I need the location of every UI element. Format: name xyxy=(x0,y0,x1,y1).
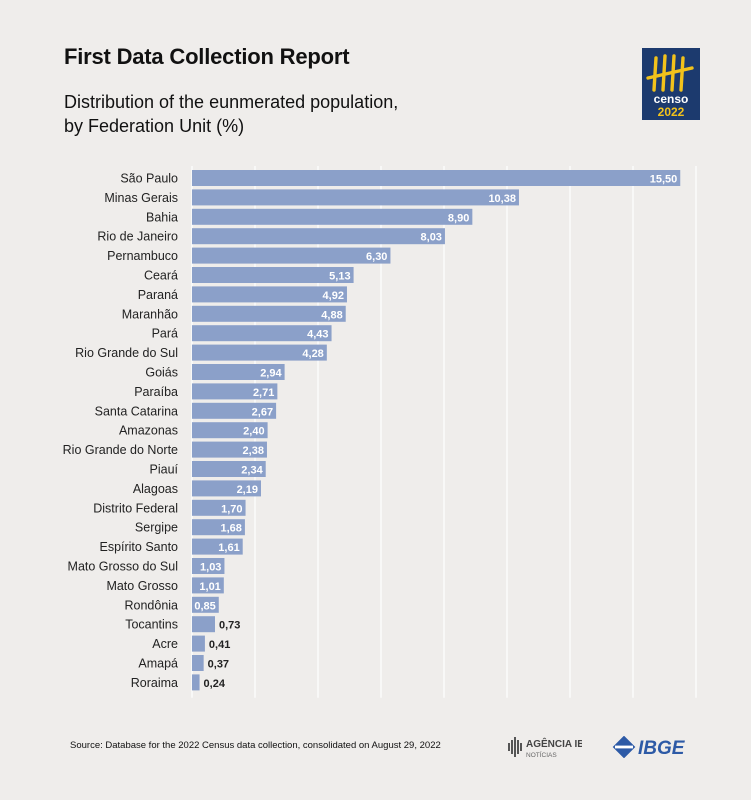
value-label: 0,37 xyxy=(208,659,229,671)
bar xyxy=(192,461,266,477)
category-label: Tocantins xyxy=(125,618,178,632)
bar xyxy=(192,286,347,303)
value-label: 2,94 xyxy=(260,368,282,380)
category-label: Roraima xyxy=(131,676,178,690)
bar xyxy=(192,228,445,245)
bar xyxy=(192,519,245,536)
ibge-logo: IBGE xyxy=(612,736,686,758)
value-label: 1,68 xyxy=(220,523,241,535)
bar xyxy=(192,208,473,225)
bar xyxy=(192,247,391,264)
value-label: 5,13 xyxy=(329,271,350,283)
value-label: 0,24 xyxy=(204,678,226,690)
category-label: Santa Catarina xyxy=(95,404,178,418)
ibge-logo-text: IBGE xyxy=(638,738,686,758)
category-label: Rio Grande do Norte xyxy=(63,443,178,457)
category-label: Espírito Santo xyxy=(99,540,178,554)
bar xyxy=(192,616,215,633)
category-label: Paraíba xyxy=(134,385,178,399)
chart-bars xyxy=(192,170,681,691)
value-label: 2,71 xyxy=(253,387,274,399)
category-label: Mato Grosso do Sul xyxy=(68,560,178,574)
agencia-ibge-logo: AGÊNCIA IBGE NOTÍCIAS xyxy=(508,737,582,759)
bar xyxy=(192,189,519,206)
censo-logo-word: censo xyxy=(654,92,689,106)
value-label: 2,67 xyxy=(252,406,273,418)
category-label: Rio de Janeiro xyxy=(97,230,178,244)
bar xyxy=(192,655,204,671)
category-label: Rio Grande do Sul xyxy=(75,346,178,360)
bar-chart: São Paulo Minas Gerais Bahia Rio de Janeiro… xyxy=(63,166,697,698)
value-label: 4,43 xyxy=(307,329,328,341)
category-label: São Paulo xyxy=(120,172,178,186)
censo-2022-logo: censo 2022 xyxy=(642,48,700,120)
value-label: 8,90 xyxy=(448,212,469,224)
bar xyxy=(192,344,327,361)
category-label: Paraná xyxy=(138,288,178,302)
bar xyxy=(192,325,332,342)
bar xyxy=(192,402,277,419)
category-label: Pará xyxy=(152,327,178,341)
subtitle-line-2: by Federation Unit (%) xyxy=(64,116,245,136)
bar xyxy=(192,441,267,458)
value-label: 0,85 xyxy=(194,600,215,612)
bar xyxy=(192,480,261,497)
value-label: 0,73 xyxy=(219,620,240,632)
value-label: 1,61 xyxy=(218,542,239,554)
chart-value-labels: 15,50 10,38 8,90 8,03 6,30 5,13 4,92 4,88 4,43 4,… xyxy=(194,174,677,690)
value-label: 2,34 xyxy=(241,465,263,477)
value-label: 1,01 xyxy=(199,581,220,593)
value-label: 15,50 xyxy=(650,174,678,186)
value-label: 0,41 xyxy=(209,639,230,651)
bar xyxy=(192,422,268,439)
value-label: 2,38 xyxy=(243,445,264,457)
chart-category-labels: São Paulo Minas Gerais Bahia Rio de Janeiro… xyxy=(63,172,179,690)
agencia-logo-name: AGÊNCIA IBGE xyxy=(526,737,582,750)
agencia-logo-sub: NOTÍCIAS xyxy=(526,750,557,759)
value-label: 4,92 xyxy=(323,290,344,302)
chart-title: First Data Collection Report xyxy=(64,44,350,69)
source-note: Source: Database for the 2022 Census dat… xyxy=(70,740,441,751)
bar xyxy=(192,674,200,691)
value-label: 2,40 xyxy=(243,426,264,438)
category-label: Alagoas xyxy=(133,482,178,496)
category-label: Mato Grosso xyxy=(106,579,178,593)
category-label: Ceará xyxy=(144,269,178,283)
bar xyxy=(192,577,224,594)
value-label: 6,30 xyxy=(366,251,387,263)
category-label: Pernambuco xyxy=(107,249,178,263)
chart-grid xyxy=(191,166,697,698)
category-label: Rondônia xyxy=(124,598,178,612)
category-label: Sergipe xyxy=(135,521,178,535)
value-label: 10,38 xyxy=(488,193,516,205)
value-label: 4,28 xyxy=(302,348,323,360)
chart-subtitle: Distribution of the eunmerated populatio… xyxy=(64,90,484,138)
category-label: Acre xyxy=(152,637,178,651)
category-label: Distrito Federal xyxy=(93,501,178,515)
value-label: 1,70 xyxy=(221,503,242,515)
category-label: Amazonas xyxy=(119,424,178,438)
bar xyxy=(192,305,346,322)
value-label: 2,19 xyxy=(237,484,258,496)
category-label: Maranhão xyxy=(122,307,178,321)
bar xyxy=(192,364,285,380)
category-label: Piauí xyxy=(150,463,179,477)
bar xyxy=(192,267,354,283)
value-label: 4,88 xyxy=(321,309,342,321)
bar xyxy=(192,499,246,516)
category-label: Minas Gerais xyxy=(104,191,178,205)
category-label: Amapá xyxy=(138,657,178,671)
bar xyxy=(192,538,243,555)
bar xyxy=(192,635,205,652)
value-label: 1,03 xyxy=(200,562,221,574)
bar xyxy=(192,596,219,613)
censo-logo-year: 2022 xyxy=(658,105,685,119)
bar xyxy=(192,383,278,400)
value-label: 8,03 xyxy=(421,232,442,244)
category-label: Bahia xyxy=(146,210,178,224)
subtitle-line-1: Distribution of the eunmerated populatio… xyxy=(64,92,399,112)
bar xyxy=(192,170,681,186)
bar xyxy=(192,558,225,574)
category-label: Goiás xyxy=(145,366,178,380)
